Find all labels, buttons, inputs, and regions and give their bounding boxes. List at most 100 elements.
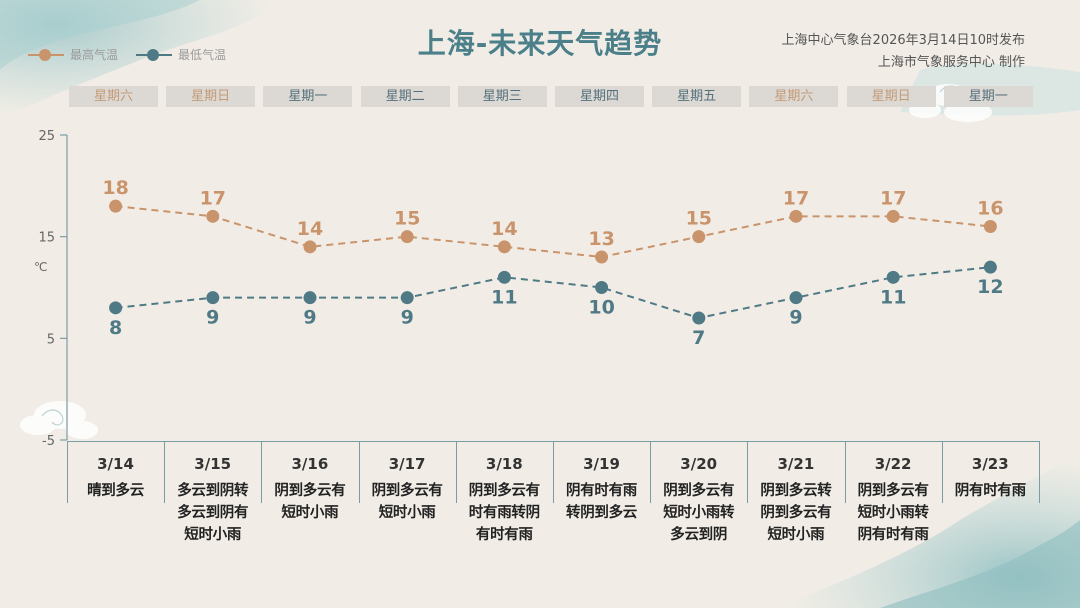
high-temp-point <box>400 230 414 244</box>
legend-swatch-high <box>28 48 64 62</box>
legend-item-low: 最低气温 <box>136 46 226 63</box>
forecast-date: 3/21 <box>777 455 815 473</box>
forecast-date: 3/18 <box>485 455 523 473</box>
forecast-description-line: 短时小雨 <box>184 527 242 543</box>
legend-swatch-low <box>136 48 173 62</box>
page-title: 上海-未来天气趋势 <box>417 27 663 60</box>
high-temp-label: 16 <box>977 198 1003 220</box>
weekday-label: 星期一 <box>263 86 353 107</box>
high-temp-label: 18 <box>102 177 128 199</box>
forecast-date: 3/17 <box>388 455 426 473</box>
forecast-date: 3/19 <box>583 455 620 473</box>
high-temp-label: 14 <box>491 218 517 240</box>
forecast-column: 3/17 阴到多云有 短时小雨 <box>359 441 456 524</box>
forecast-date: 3/23 <box>971 455 1009 473</box>
table-divider <box>67 441 68 503</box>
legend-label-low: 最低气温 <box>178 48 227 62</box>
low-temp-point <box>206 291 220 305</box>
high-temp-point <box>595 250 609 264</box>
forecast-column: 3/16 阴到多云有短时小雨 <box>261 441 358 524</box>
low-temp-label: 12 <box>977 276 1003 298</box>
weekday-label: 星期五 <box>652 86 742 107</box>
forecast-date: 3/14 <box>97 455 134 473</box>
high-temp-point <box>983 220 997 233</box>
low-temp-point <box>595 281 609 294</box>
weekday-label: 星期二 <box>360 86 450 107</box>
forecast-column: 3/19 阴有时有雨转阴到多云 <box>553 441 650 524</box>
forecast-description: 阴到多云有 短时小雨 <box>261 480 358 524</box>
table-divider <box>164 441 166 503</box>
low-temp-label: 9 <box>303 307 316 329</box>
legend-label-high: 最高气温 <box>70 48 119 62</box>
high-temp-point <box>789 209 803 223</box>
forecast-description-line: 多云到阴 <box>670 527 728 543</box>
high-temp-point <box>886 209 900 223</box>
weekday-row: 星期六 星期日 星期一 星期二 星期三 星期四 星期五 星期六 星期日 星期一 <box>69 86 1037 107</box>
high-temp-label: 14 <box>297 218 323 240</box>
low-temp-label: 11 <box>880 286 906 308</box>
forecast-description: 阴到多云有 短时小雨 <box>359 480 456 524</box>
forecast-description-line: 阴到多云有 <box>371 483 443 499</box>
table-divider <box>553 441 554 503</box>
low-temp-label: 7 <box>692 327 705 349</box>
high-temp-label: 17 <box>200 187 226 209</box>
forecast-date: 3/22 <box>874 455 912 473</box>
forecast-date: 3/20 <box>680 455 718 473</box>
weekday-label: 星期日 <box>166 86 256 107</box>
table-divider <box>844 441 846 503</box>
low-temp-label: 8 <box>109 317 122 339</box>
forecast-description-line: 阴到多云有 <box>274 483 346 499</box>
forecast-description-line: 阴有时有雨 <box>857 527 929 543</box>
forecast-description-line: 短时小雨转 <box>663 505 735 521</box>
forecast-column: 3/18 阴到多云有时有雨转阴有时有雨 <box>456 441 553 546</box>
forecast-description-line: 阴有时有雨 <box>566 483 637 499</box>
forecast-description: 晴到多云 <box>67 480 164 502</box>
forecast-description-line: 阴有时有雨 <box>954 483 1026 499</box>
forecast-description-line: 短时小雨转 <box>857 505 929 521</box>
low-temp-point <box>983 260 997 274</box>
forecast-column: 3/15 多云到阴转 多云到阴有 短时小雨 <box>164 441 261 546</box>
high-temp-point <box>109 199 123 213</box>
weekday-label: 星期六 <box>749 86 839 107</box>
weekday-label: 星期六 <box>69 86 158 107</box>
y-tick-label: 15 <box>38 231 55 246</box>
forecast-description-line: 阴到多云有 <box>468 483 540 499</box>
forecast-description-line: 时有雨转阴 <box>468 505 540 521</box>
forecast-description-line: 转阴到多云 <box>566 505 637 521</box>
forecast-description: 多云到阴转 多云到阴有 短时小雨 <box>164 480 261 546</box>
forecast-date: 3/16 <box>291 455 329 473</box>
legend: 最高气温 最低气温 <box>28 46 226 63</box>
y-tick-label: -5 <box>42 434 55 449</box>
forecast-description: 阴到多云有 短时小雨转 多云到阴 <box>650 480 747 546</box>
weekday-label: 星期日 <box>846 86 936 107</box>
forecast-description-line: 阴到多云转 <box>760 483 832 499</box>
publisher-info: 上海中心气象台2026年3月14日10时发布 上海市气象服务中心 制作 <box>782 30 1025 74</box>
low-temp-point <box>303 291 317 305</box>
low-temp-line <box>115 266 991 320</box>
y-axis-unit: ℃ <box>34 260 47 274</box>
forecast-description: 阴到多云有 短时小雨转 阴有时有雨 <box>845 480 942 546</box>
table-divider <box>747 441 749 503</box>
low-temp-label: 9 <box>789 307 802 329</box>
high-temp-label: 17 <box>880 187 906 209</box>
forecast-description-line: 短时小雨 <box>281 505 339 521</box>
low-temp-label: 11 <box>491 286 517 308</box>
low-temp-point <box>886 270 900 284</box>
forecast-column: 3/14 晴到多云 <box>67 441 164 502</box>
forecast-column: 3/20 阴到多云有 短时小雨转 多云到阴 <box>650 441 747 546</box>
forecast-column: 3/22 阴到多云有 短时小雨转 阴有时有雨 <box>845 441 942 546</box>
high-temp-point <box>206 209 220 223</box>
forecast-description-line: 多云到阴有 <box>177 505 249 521</box>
table-divider <box>650 441 652 503</box>
high-temp-label: 15 <box>686 208 712 230</box>
y-tick-label: 25 <box>38 129 55 144</box>
low-temp-point <box>692 311 706 325</box>
high-temp-label: 15 <box>394 208 420 230</box>
weekday-label: 星期三 <box>457 86 547 107</box>
forecast-description-line: 有时有雨 <box>475 527 533 543</box>
low-temp-label: 10 <box>588 297 614 319</box>
forecast-table: 3/14 晴到多云 3/15 多云到阴转 多云到阴有 短时小雨 3/16 阴到多云有 短时小雨 3… <box>67 441 1040 543</box>
forecast-description: 阴到多云有时有雨转阴有时有雨 <box>456 480 553 546</box>
forecast-date: 3/15 <box>194 455 232 473</box>
table-divider <box>1039 441 1040 503</box>
